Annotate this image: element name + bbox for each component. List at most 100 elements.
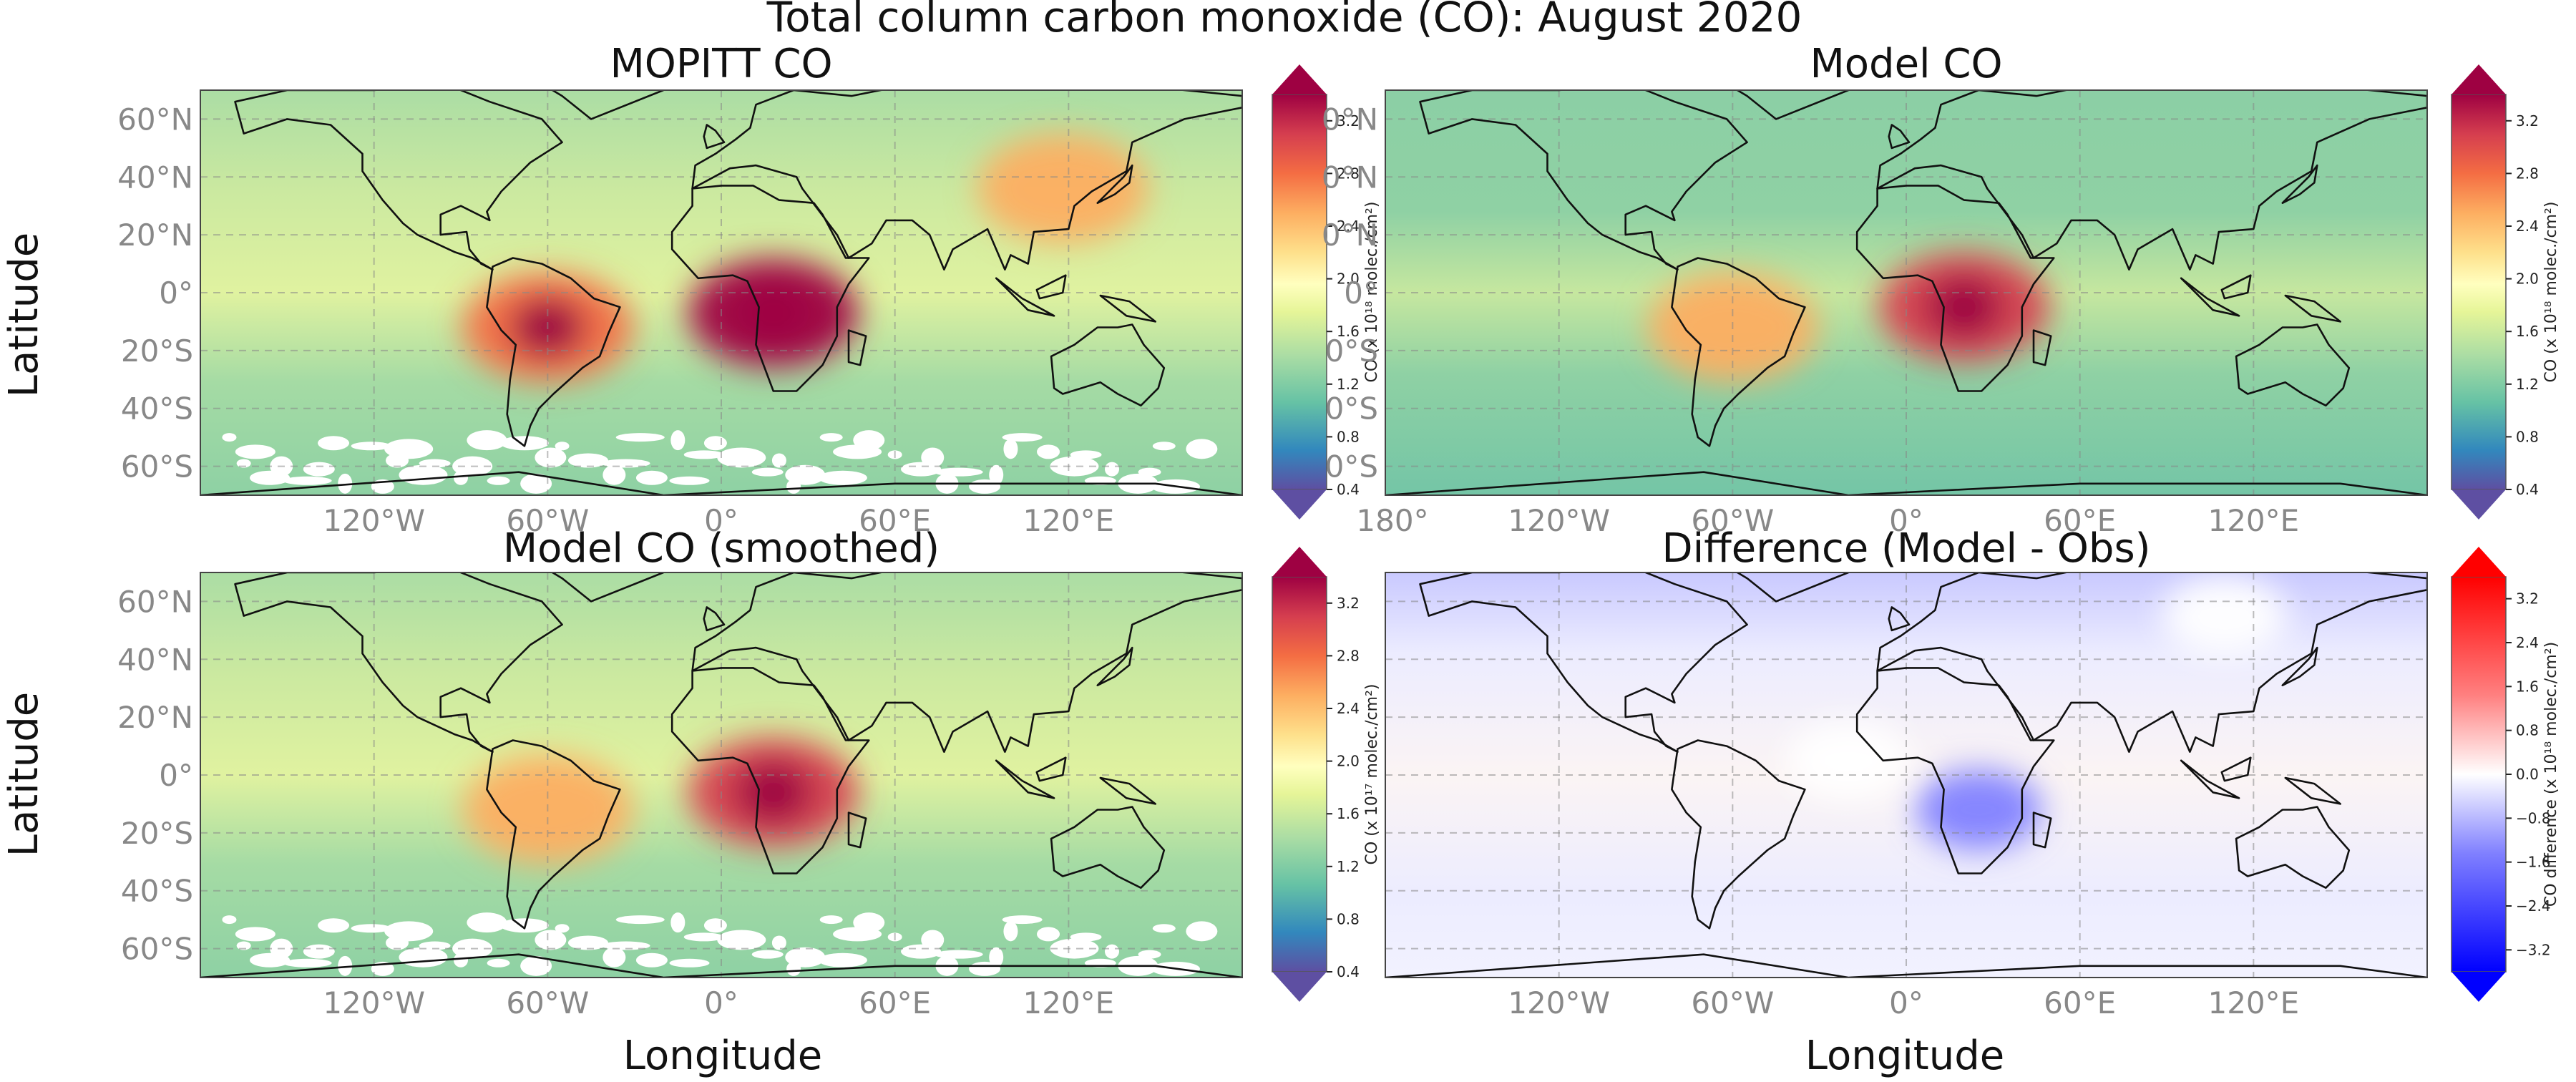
coastline: [1876, 90, 2427, 270]
coastline: [1671, 739, 1806, 930]
missing-data-patch: [635, 470, 668, 485]
colorbar: −3.2 −2.4 −1.6 −0.8 0.0 0.8 1.6 2.4 3.2 CO differ…: [2451, 547, 2560, 1002]
missing-data-patch: [635, 952, 668, 968]
lon-tick-label: 60°E: [859, 503, 931, 538]
missing-data-patch: [567, 453, 608, 468]
missing-data-patch: [1037, 444, 1060, 459]
coastline: [1035, 274, 1067, 300]
coastlines: [1385, 572, 2427, 978]
coastline: [1855, 667, 2055, 874]
missing-data-patch: [771, 453, 786, 468]
missing-data-patch: [683, 450, 724, 459]
coastline: [234, 572, 563, 753]
missing-data-patch: [467, 430, 507, 451]
hotspot: [977, 134, 1148, 243]
field-layer: [1385, 572, 2427, 978]
lon-tick-label: 120°W: [1508, 503, 1610, 538]
coastline: [847, 812, 867, 849]
colorbar-tick-label: 1.2: [2516, 376, 2539, 393]
lat-tick-label: 0°: [159, 758, 193, 793]
lat-tick-label: 60°N: [117, 584, 193, 619]
lon-tick-label: 0°: [1889, 985, 1923, 1020]
missing-data-patch: [283, 476, 332, 485]
lon-tick-label: 0°: [704, 503, 738, 538]
missing-data-patch: [535, 447, 567, 468]
coastline: [691, 90, 1242, 270]
colorbar-extend-min: [2451, 489, 2506, 520]
colorbar-label: CO (x 10¹⁸ molec./cm²): [2542, 202, 2560, 383]
lat-tick-label: 0°N: [1322, 160, 1378, 195]
missing-data-patch: [969, 479, 1001, 494]
colorbar-tick-label: 1.2: [1337, 376, 1360, 393]
y-axis-label-top: Latitude: [1, 233, 47, 397]
lon-tick-label: 60°W: [1691, 503, 1774, 538]
missing-data-patch: [454, 470, 468, 485]
missing-data-patch: [467, 912, 507, 933]
missing-data-patch: [818, 470, 867, 485]
field-layer: [200, 572, 1242, 978]
hotspot: [1916, 769, 2041, 850]
colorbar: 0.4 0.8 1.2 1.6 2.0 2.4 2.8 3.2 CO (x 10¹⁸ molec…: [2451, 64, 2560, 520]
missing-data-patch: [1186, 921, 1218, 942]
coastline: [2032, 812, 2052, 849]
coastline: [200, 953, 1242, 978]
gridlines: [1385, 90, 2427, 495]
coastline: [234, 90, 563, 270]
coastline: [1671, 257, 1806, 447]
lat-tick-label: 0°: [159, 276, 193, 311]
coastline: [703, 124, 726, 150]
lon-tick-label: 60°E: [859, 985, 931, 1020]
hotspot-core: [736, 761, 811, 824]
coastline: [2235, 323, 2351, 406]
missing-data-patch: [833, 927, 882, 942]
colorbar-tick-label: 0.8: [2516, 428, 2539, 445]
colorbar-label: CO (x 10¹⁸ molec./cm²): [1363, 202, 1381, 383]
lon-tick-label: 0°: [704, 985, 738, 1020]
coastline: [670, 667, 870, 874]
missing-data-patch: [386, 453, 409, 468]
missing-data-patch: [487, 476, 510, 485]
lat-tick-label: 0°S: [1325, 449, 1378, 484]
missing-data-patch: [351, 442, 391, 451]
missing-data-patch: [1186, 439, 1218, 459]
coastline: [2284, 776, 2341, 805]
coastline: [1096, 164, 1133, 204]
missing-data-patch: [786, 479, 801, 494]
lon-tick-label: 120°W: [1508, 985, 1610, 1020]
colorbar-body: [1272, 576, 1327, 973]
colorbar-tick-label: −3.2: [2516, 941, 2551, 958]
missing-data-patch: [303, 462, 335, 477]
missing-data-patch: [771, 935, 786, 950]
lat-tick-label: 60°S: [121, 932, 193, 967]
lon-tick-label: 60°W: [1691, 985, 1774, 1020]
missing-data-patch: [555, 924, 570, 933]
missing-data-patch: [399, 464, 448, 485]
lat-tick-label: 0°: [1344, 276, 1378, 311]
lon-tick-label: 120°W: [323, 985, 425, 1020]
lon-tick-label: 60°W: [506, 503, 589, 538]
colorbar-extend-max: [1272, 64, 1327, 94]
missing-data-patch: [222, 915, 237, 925]
lon-tick-label: 60°E: [2044, 503, 2116, 538]
coastline: [1385, 471, 2427, 495]
colorbar-tick-label: 0.4: [2516, 481, 2539, 498]
coastlines: [200, 572, 1242, 978]
coastline: [486, 739, 621, 930]
colorbar-tick-label: 0.4: [1337, 963, 1360, 980]
coastline: [1876, 572, 2427, 753]
colorbar-tick-label: 0.8: [1337, 428, 1360, 445]
missing-data-patch: [615, 433, 665, 442]
missing-data-patch: [833, 444, 882, 459]
colorbar-tick-label: 2.4: [1337, 218, 1360, 235]
coastline: [995, 277, 1055, 317]
gridlines: [200, 90, 1242, 495]
panel-bottom-left: Model CO (smoothed) 60°N 40°N 20°N 0° 20°S 40°…: [117, 525, 1381, 1020]
panel-top-left: MOPITT CO 60°N 40°N 20°N 0° 20°S 40°S 60°S 120°W…: [117, 41, 1381, 538]
colorbar-tick-label: 3.2: [2516, 112, 2539, 130]
lon-tick-label: 120°E: [2207, 985, 2299, 1020]
lon-tick-label: 60°E: [2044, 985, 2116, 1020]
coastline: [1888, 606, 1911, 632]
lat-tick-label: 0°S: [1325, 333, 1378, 369]
lat-tick-label: 0°N: [1322, 218, 1378, 253]
